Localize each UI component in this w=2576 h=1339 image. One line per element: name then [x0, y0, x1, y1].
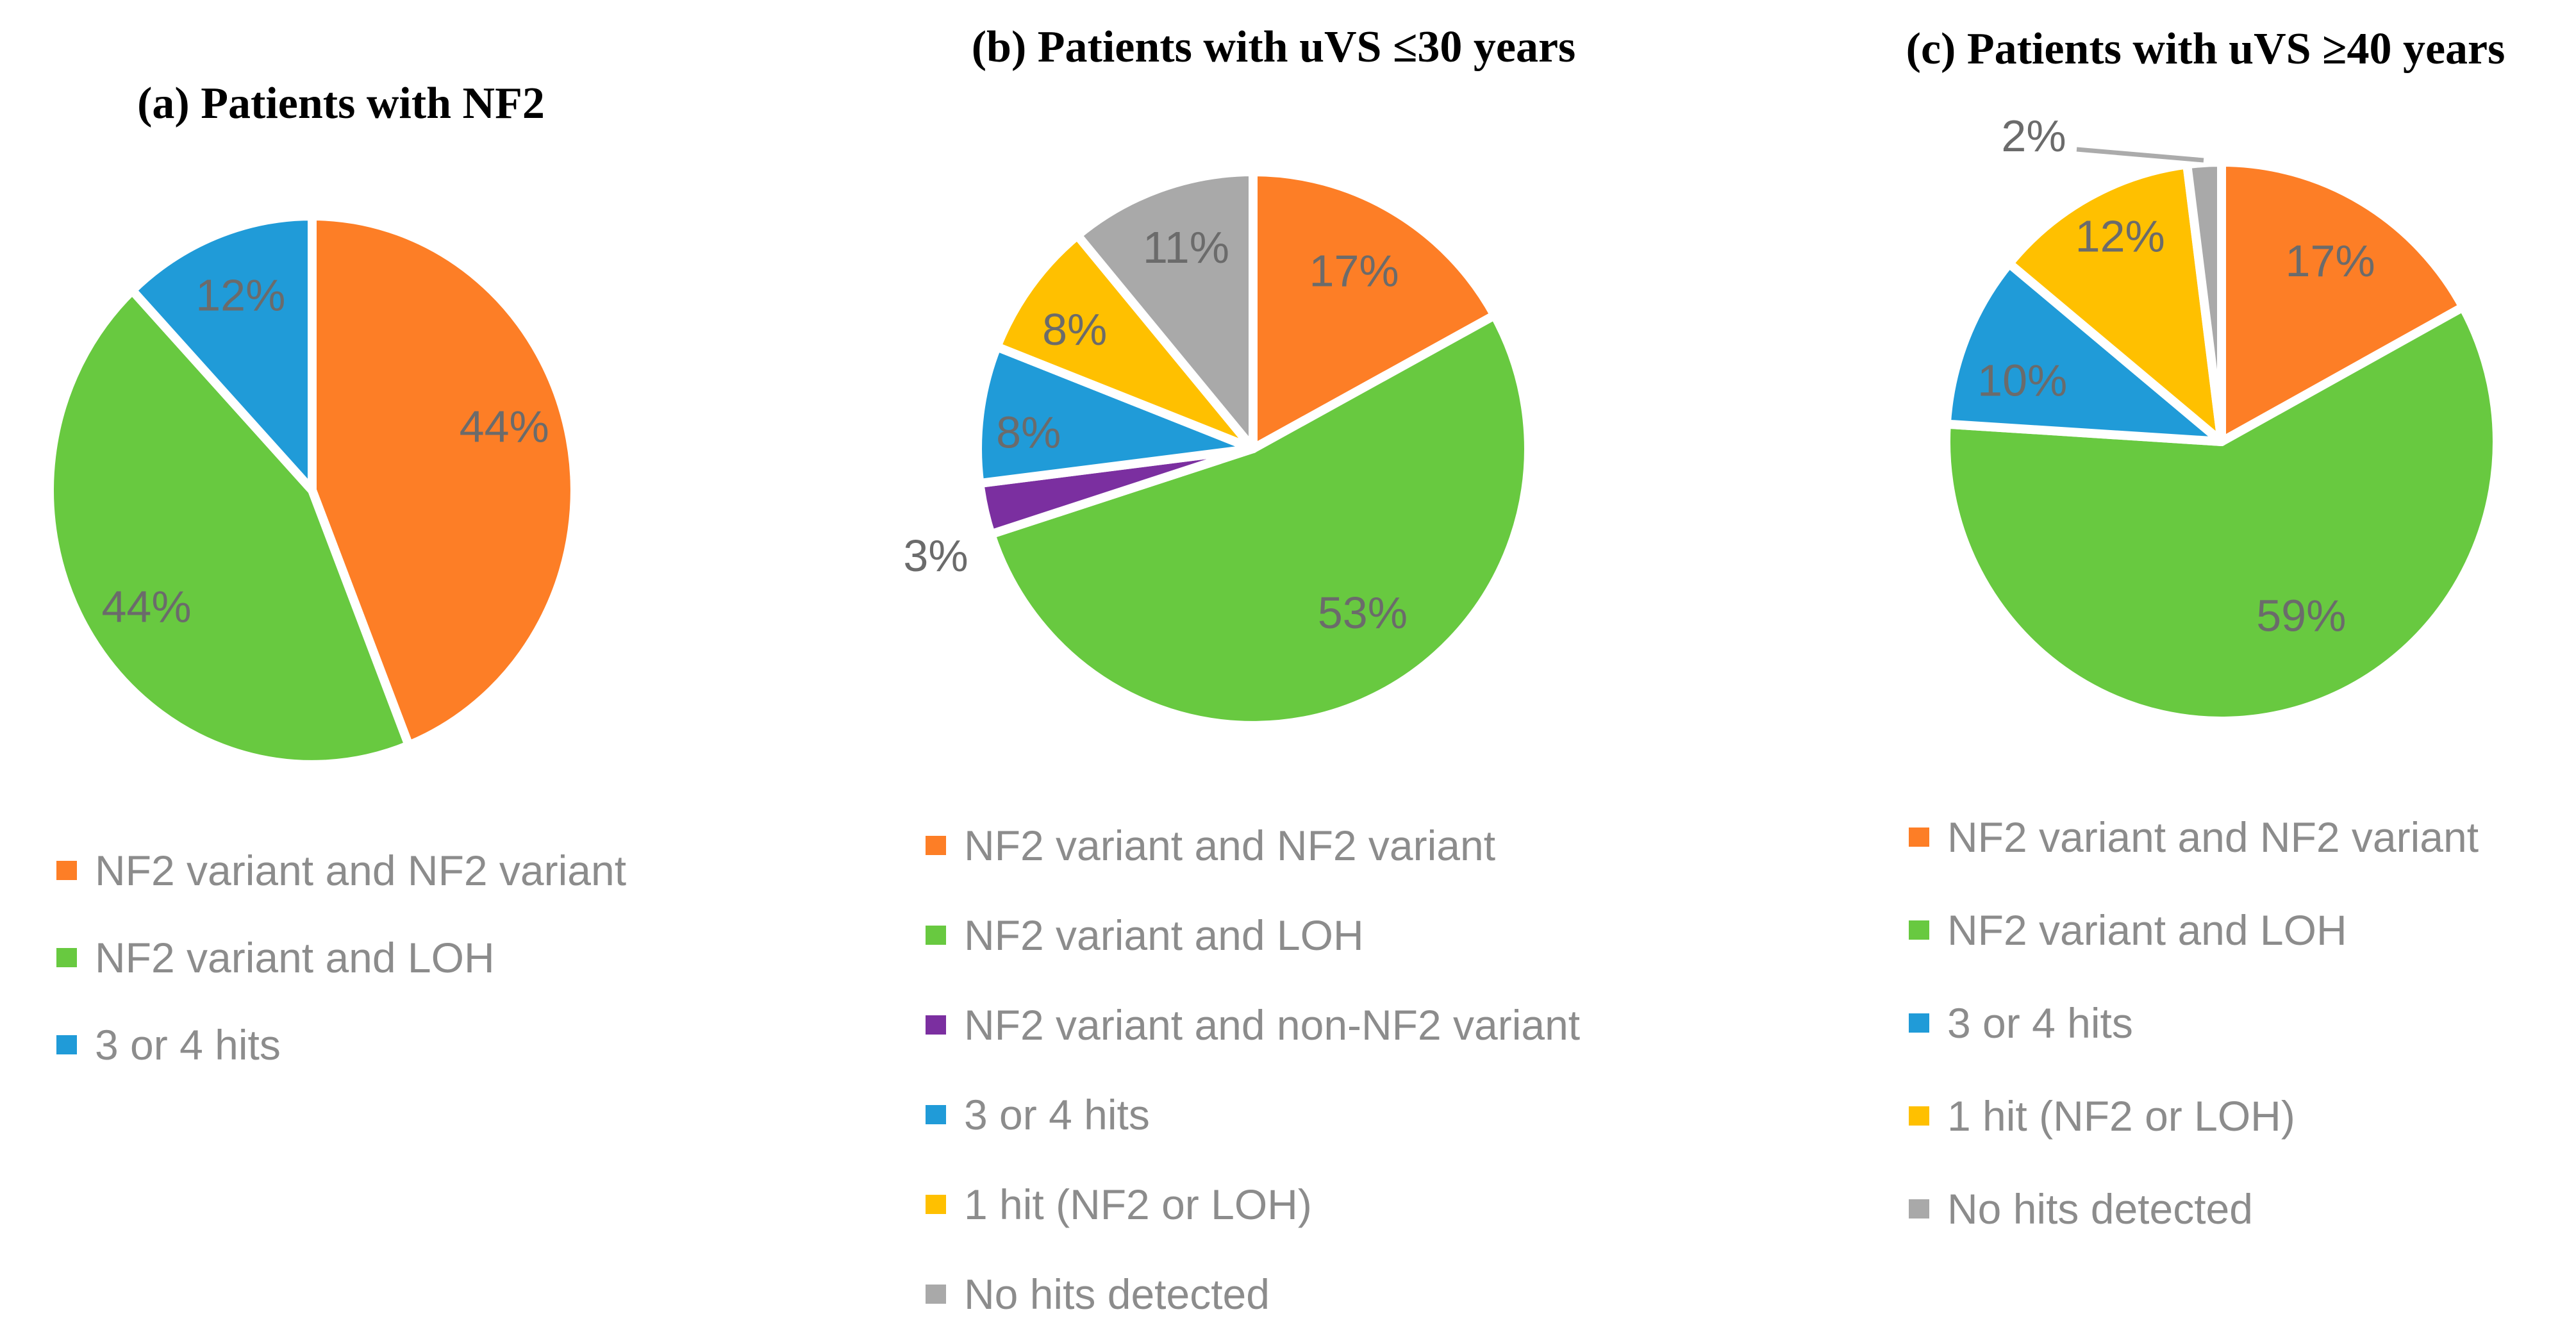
slice-percent-label: 8% [996, 408, 1061, 458]
slice-percent-label: 12% [2075, 211, 2165, 261]
legend-swatch-icon [926, 1105, 946, 1124]
pie-slice [2004, 160, 2226, 446]
pie-slice [45, 286, 413, 769]
callout-leader-line [2076, 147, 2204, 163]
pie-chart-b: 17% 53% 3% 8% 8% 11% [903, 167, 1533, 730]
legend-item: 3 or 4 hits [1909, 976, 2479, 1069]
legend-label: NF2 variant and LOH [95, 934, 495, 981]
legend-label: 3 or 4 hits [1947, 999, 2133, 1047]
legend-item: 3 or 4 hits [926, 1070, 1580, 1160]
slice-percent-label: 59% [2256, 590, 2346, 640]
pie-slice [1941, 259, 2226, 446]
legend-label: NF2 variant and LOH [964, 911, 1364, 959]
legend-item: No hits detected [926, 1249, 1580, 1339]
pie-slice [128, 212, 317, 495]
slice-percent-label: 53% [1318, 588, 1408, 638]
legend-swatch-icon [1909, 1106, 1929, 1126]
panel-a-title: (a) Patients with NF2 [137, 79, 545, 128]
slice-percent-label: 17% [2286, 236, 2375, 286]
pie-slice [986, 310, 1533, 730]
pie-slice [2217, 158, 2468, 446]
legend-swatch-icon [56, 948, 77, 967]
pie-slice [1072, 167, 1258, 453]
slice-percent-label: 2% [2001, 111, 2066, 161]
legend-item: NF2 variant and LOH [1909, 883, 2479, 976]
legend-item: NF2 variant and NF2 variant [1909, 790, 2479, 883]
pie-slice [308, 212, 579, 750]
legend-label: 3 or 4 hits [964, 1091, 1150, 1138]
pie-slice [1941, 303, 2502, 726]
pie-slice [1249, 167, 1499, 453]
pie-slice [973, 342, 1258, 488]
legend-swatch-icon [926, 926, 946, 945]
legend-label: 1 hit (NF2 or LOH) [1947, 1092, 2295, 1140]
slice-percent-label: 17% [1309, 245, 1399, 295]
legend-label: NF2 variant and NF2 variant [1947, 813, 2479, 861]
pie-chart-c: 17% 59% 10% 12%2% [1941, 111, 2502, 726]
legend-label: 3 or 4 hits [95, 1021, 281, 1069]
legend-c: NF2 variant and NF2 variant NF2 variant a… [1909, 790, 2479, 1255]
legend-item: 3 or 4 hits [56, 1001, 626, 1088]
slice-percent-label: 11% [1143, 222, 1229, 272]
legend-item: NF2 variant and LOH [926, 890, 1580, 980]
legend-swatch-icon [926, 836, 946, 855]
legend-swatch-icon [1909, 827, 1929, 847]
legend-b: NF2 variant and NF2 variant NF2 variant a… [926, 801, 1580, 1339]
pie-slice [2182, 157, 2226, 446]
pie-slice [992, 231, 1258, 453]
legend-label: No hits detected [964, 1270, 1270, 1318]
legend-swatch-icon [1909, 1013, 1929, 1033]
legend-item: No hits detected [1909, 1162, 2479, 1255]
legend-label: NF2 variant and non-NF2 variant [964, 1001, 1581, 1049]
legend-item: NF2 variant and NF2 variant [926, 801, 1580, 890]
panel-c-title: (c) Patients with uVS ≥40 years [1906, 24, 2505, 74]
legend-swatch-icon [1909, 920, 1929, 940]
slice-percent-label: 44% [101, 581, 191, 631]
legend-label: NF2 variant and NF2 variant [95, 847, 627, 894]
legend-label: NF2 variant and LOH [1947, 906, 2347, 954]
legend-swatch-icon [56, 861, 77, 880]
legend-item: NF2 variant and LOH [56, 914, 626, 1001]
legend-label: 1 hit (NF2 or LOH) [964, 1181, 1312, 1228]
legend-swatch-icon [926, 1015, 946, 1035]
slice-percent-label: 10% [1977, 356, 2067, 406]
panel-b-title: (b) Patients with uVS ≤30 years [971, 22, 1576, 72]
slice-percent-label: 12% [195, 270, 285, 320]
legend-label: NF2 variant and NF2 variant [964, 822, 1496, 869]
slice-percent-label: 3% [903, 531, 968, 581]
pie-chart-a: 44% 44% 12% [45, 212, 579, 769]
slice-percent-label: 44% [460, 401, 549, 451]
legend-swatch-icon [926, 1195, 946, 1214]
legend-label: No hits detected [1947, 1185, 2253, 1233]
legend-swatch-icon [926, 1285, 946, 1304]
legend-swatch-icon [1909, 1199, 1929, 1218]
legend-item: NF2 variant and NF2 variant [56, 827, 626, 914]
legend-item: 1 hit (NF2 or LOH) [926, 1160, 1580, 1249]
slice-percent-label: 8% [1042, 304, 1107, 354]
legend-swatch-icon [56, 1035, 77, 1054]
legend-item: 1 hit (NF2 or LOH) [1909, 1069, 2479, 1162]
legend-item: NF2 variant and non-NF2 variant [926, 980, 1580, 1070]
legend-a: NF2 variant and NF2 variant NF2 variant a… [56, 827, 626, 1088]
